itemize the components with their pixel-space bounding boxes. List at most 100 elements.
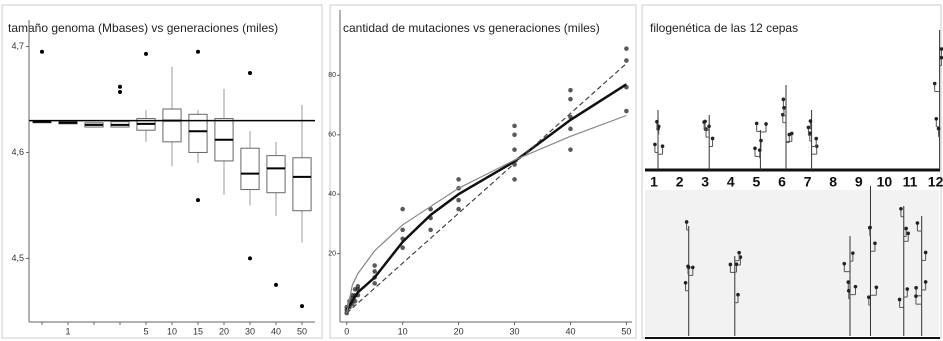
x-tick-label: 0 (344, 326, 349, 336)
point (568, 96, 573, 102)
point (568, 126, 573, 132)
point (624, 58, 629, 63)
leaf (934, 116, 939, 121)
leaf (655, 119, 659, 124)
leaf (846, 288, 851, 293)
leaf (782, 106, 786, 110)
leaf (753, 146, 757, 151)
strain-label: 4 (727, 174, 735, 190)
leaf (703, 119, 707, 124)
leaf (939, 47, 943, 51)
leaf (660, 144, 665, 149)
point (624, 46, 629, 51)
fit-line (345, 83, 628, 311)
x-tick-label: 40 (565, 326, 575, 336)
fit-line (346, 114, 627, 314)
leaf (897, 297, 902, 302)
leaf (905, 287, 910, 291)
leaf (914, 294, 918, 298)
outlier (118, 90, 122, 95)
strain-label: 3 (701, 174, 709, 190)
leaf (757, 148, 762, 152)
point (400, 227, 405, 233)
leaf (851, 251, 855, 255)
leaf (734, 262, 739, 266)
point (372, 269, 377, 274)
leaf (683, 280, 688, 285)
point (512, 177, 517, 182)
point (624, 108, 629, 114)
chart-title: filogenética de las 12 cepas (650, 21, 798, 35)
leaf (906, 231, 910, 236)
box (188, 113, 208, 153)
outlier (248, 256, 252, 261)
outlier (196, 49, 200, 54)
x-tick-label: 10 (398, 326, 408, 336)
x-tick-label: 5 (143, 326, 148, 336)
y-tick-label: 60 (328, 132, 336, 139)
strain-label: 1 (650, 174, 658, 190)
x-tick-label: 1 (65, 326, 70, 336)
x-tick-label: 40 (271, 326, 281, 336)
leaf (653, 142, 657, 147)
strain-label: 5 (753, 174, 761, 190)
box (240, 147, 260, 191)
x-tick-label: 20 (454, 326, 464, 336)
x-tick-label: 15 (193, 326, 203, 336)
point (512, 147, 517, 152)
leaf (737, 250, 741, 255)
leaf (690, 265, 695, 270)
point (372, 281, 377, 286)
leaf (842, 261, 847, 266)
x-tick-label: 50 (297, 326, 307, 336)
point (456, 206, 461, 212)
y-tick-label: 80 (328, 72, 336, 79)
leaf (914, 286, 918, 290)
leaf (939, 55, 943, 60)
leaf (866, 295, 871, 299)
leaf (759, 138, 763, 143)
leaf (874, 285, 879, 290)
leaf (806, 125, 811, 130)
leaf (736, 292, 740, 297)
strain-label: 9 (855, 174, 863, 190)
outlier (40, 49, 44, 54)
strain-label: 11 (903, 174, 918, 190)
chart-title: tamaño genoma (Mbases) vs generaciones (… (8, 21, 278, 35)
point (568, 87, 573, 93)
point (456, 197, 461, 203)
lower-tree-area (645, 190, 939, 336)
point (400, 206, 405, 212)
fit-line (346, 63, 627, 314)
leaf (787, 132, 792, 137)
chart-title: cantidad de mutaciones vs generaciones (… (343, 21, 600, 35)
leaf (814, 136, 819, 141)
outlier (118, 84, 122, 89)
leaf (846, 280, 851, 284)
point (512, 132, 517, 138)
x-tick-label: 50 (621, 326, 631, 336)
leaf (808, 119, 813, 123)
leaf (710, 136, 715, 141)
point (400, 245, 405, 251)
leaf (781, 97, 786, 102)
y-tick-label: 4,7 (11, 41, 24, 51)
box (266, 155, 286, 194)
y-tick-label: 4,6 (11, 147, 24, 157)
box (162, 108, 182, 143)
x-tick-label: 30 (510, 326, 520, 336)
leaf (707, 124, 711, 129)
outlier (274, 282, 278, 287)
point (456, 177, 461, 182)
strain-label: 12 (928, 174, 943, 190)
point (372, 263, 377, 268)
strain-label: 7 (804, 174, 812, 190)
strain-label: 8 (829, 174, 837, 190)
leaf (868, 225, 872, 230)
leaf (899, 206, 903, 211)
box (292, 157, 312, 212)
point (568, 147, 573, 152)
strain-label: 2 (676, 174, 684, 190)
outlier (196, 198, 200, 203)
